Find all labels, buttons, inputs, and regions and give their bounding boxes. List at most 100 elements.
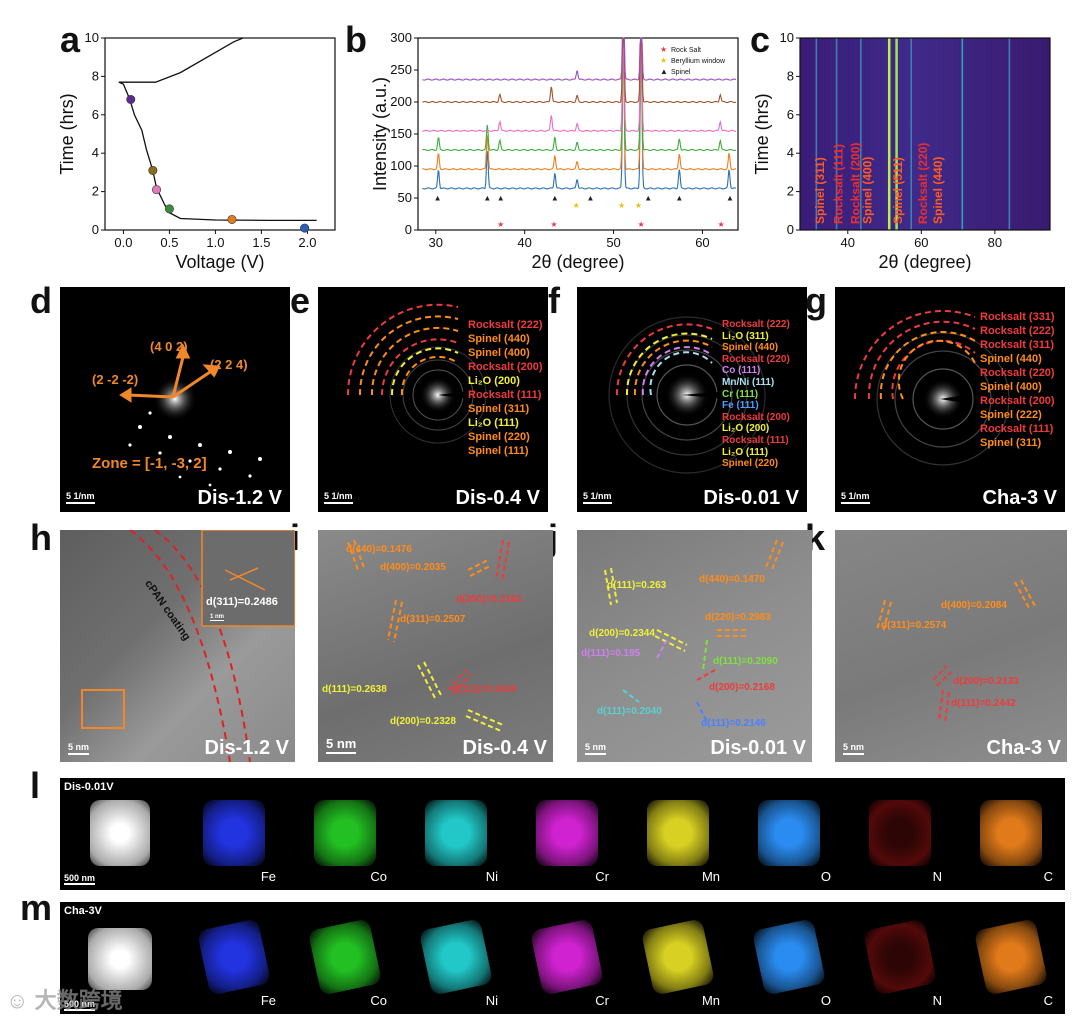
tem-k-annotation: d(311)=0.2574 [881, 620, 947, 631]
chart-c-xlabel: 2θ (degree) [878, 252, 971, 272]
eds-l-element-label: Cr [595, 869, 609, 884]
chart-c: 40 60 80 0 2 4 6 8 10 2θ (degree) Time (hrs) Spinel… [755, 30, 1051, 272]
chart-b-series-line [422, 37, 737, 81]
tem-j-annotation: d(111)=0.2146 [701, 718, 766, 729]
eds-m-particle [751, 918, 827, 996]
eds-l-map-co: Co [288, 778, 399, 890]
eds-m-element-label: N [932, 993, 942, 1008]
eds-l-particle [203, 800, 265, 866]
chart-b-rocksalt-marker: ★ [638, 220, 645, 229]
chart-c-annotation: Spinel (511) [891, 157, 905, 224]
eds-m-map-o: O [732, 902, 843, 1014]
saed-f-caption: Dis-0.01 V [703, 487, 799, 509]
chart-b-spinel-marker: ▲ [644, 194, 652, 203]
eds-m-particle [862, 918, 938, 996]
eds-m-particle [640, 918, 716, 996]
chart-c-heatmap-line [961, 38, 964, 230]
saed-g-ring-label: Rocksalt (311) [980, 339, 1054, 351]
saed-panel-d: (4 0 2) (2 2 4) (2 -2 -2) Zone = [-1, -3… [60, 287, 290, 512]
eds-l-map-c: C [954, 778, 1065, 890]
tem-h-overlay [81, 530, 295, 762]
chart-b-spinel-marker: ▲ [586, 194, 594, 203]
chart-a-xtick-label: 0.5 [160, 235, 178, 250]
eds-m-map-row: Fe Co Ni Cr Mn O N C [177, 902, 1065, 1014]
chart-c-heatmap-line [815, 38, 818, 230]
eds-l-map-n: N [843, 778, 954, 890]
chart-b-ytick-label: 100 [390, 158, 412, 173]
chart-b-rocksalt-marker: ★ [550, 220, 557, 229]
saed-g-ring-label: Spinel (222) [980, 409, 1042, 421]
saed-g-ring-label: Spinel (440) [980, 353, 1042, 365]
chart-a-xtick-label: 0.0 [114, 235, 132, 250]
chart-b-beryllium-marker: ★ [618, 201, 625, 210]
eds-l-map-mn: Mn [621, 778, 732, 890]
tem-i-annotation: d(400)=0.2035 [380, 562, 446, 573]
saed-f-ring-label: Rocksalt (111) [722, 435, 789, 446]
eds-l-element-label: Co [370, 869, 387, 884]
chart-a-marker [227, 214, 237, 224]
saed-d-scale-bar: 5 1/nm [66, 491, 95, 504]
tem-i-fringes [347, 539, 510, 732]
chart-b: 30 40 50 60 0 50 100 150 200 250 300 2θ (degree) Int… [370, 30, 739, 272]
tem-panel-j: d(111)=0.263 d(440)=0.1470 d(220)=0.2983… [577, 530, 812, 762]
eds-l-particle [647, 800, 709, 866]
panel-label-j: j [548, 517, 559, 558]
saed-g-ring-label: Rocksalt (220) [980, 367, 1055, 379]
eds-l-particle [425, 800, 487, 866]
saed-e-ring-label: Spinel (400) [468, 347, 530, 359]
chart-c-ytick-label: 10 [780, 30, 794, 45]
chart-a-marker [164, 204, 174, 214]
eds-l-particle [536, 800, 598, 866]
tem-panel-h: cPAN coating d(311)=0.2486 1 nm 5 nm Dis… [60, 530, 295, 762]
chart-a-ytick-label: 6 [92, 107, 99, 122]
chart-c-heatmap-line [887, 38, 891, 230]
eds-row-l: Dis-0.01V 500 nm Fe Co Ni Cr Mn O N C [60, 778, 1065, 890]
saed-e-ring-label: Rocksalt (111) [468, 389, 542, 401]
eds-l-particle [314, 800, 376, 866]
saed-f-ring-label: Co (111) [722, 365, 761, 377]
tem-k-annotation: d(111)=0.2442 [951, 698, 1016, 709]
tem-k-annotation: d(200)=0.2133 [953, 676, 1019, 687]
chart-a-ytick-label: 2 [92, 184, 99, 199]
saed-f-scale-bar: 5 1/nm [583, 491, 612, 504]
saed-e-ring-label: Spinel (311) [468, 403, 530, 415]
panel-label-b: b [345, 19, 367, 60]
chart-a-xtick-label: 1.0 [206, 235, 224, 250]
chart-b-xtick-label: 50 [606, 235, 620, 250]
tem-h-scale-bar: 5 nm [68, 742, 90, 755]
chart-c-annotation: Spinel (311) [813, 157, 827, 224]
panel-label-d: d [30, 280, 52, 321]
chart-c-annotation: Rocksalt (111) [831, 144, 845, 224]
panel-label-m: m [20, 887, 53, 928]
chart-a: 0.0 0.5 1.0 1.5 2.0 0 2 4 6 8 10 Voltage (V) Time (h… [60, 30, 336, 272]
panel-label-i: i [290, 517, 301, 558]
chart-a-marker [300, 223, 310, 233]
tem-j-fringes [604, 539, 784, 723]
chart-b-xlabel: 2θ (degree) [531, 252, 624, 272]
chart-c-xtick-label: 60 [914, 235, 928, 250]
saed-e-ring-label: Spinel (440) [468, 333, 530, 345]
watermark: ☺ 大数跨境 [6, 983, 123, 1015]
chart-b-beryllium-marker: ★ [573, 201, 580, 210]
chart-a-ylabel: Time (hrs) [60, 93, 77, 174]
chart-b-ytick-label: 300 [390, 30, 412, 45]
eds-m-map-co: Co [288, 902, 399, 1014]
eds-l-title: Dis-0.01V [64, 781, 114, 793]
eds-m-element-label: Mn [701, 993, 720, 1008]
saed-f-ring-label: Rocksalt (222) [722, 319, 790, 330]
saed-e-ring-label: Li₂O (200) [468, 375, 520, 387]
eds-m-haadf: Cha-3V 500 nm [60, 902, 177, 1014]
tem-panel-k: d(400)=0.2084 d(311)=0.2574 d(200)=0.213… [835, 530, 1067, 762]
saed-e-ring-label: Li₂O (111) [468, 417, 519, 429]
eds-l-map-row: Fe Co Ni Cr Mn O N C [177, 778, 1065, 890]
eds-l-element-label: Fe [260, 869, 276, 884]
saed-g-ring-label: Rocksalt (111) [980, 423, 1054, 435]
saed-f-ring-label: Li₂O (311) [722, 330, 769, 342]
eds-m-particle [196, 918, 272, 996]
saed-g-scale-bar: 5 1/nm [841, 491, 870, 504]
chart-c-frame [799, 37, 1051, 231]
eds-l-scale-bar: 500 nm [64, 873, 96, 885]
saed-panel-g: Rocksalt (331) Rocksalt (222) Rocksalt (31… [835, 287, 1065, 512]
chart-b-spinel-marker: ▲ [483, 194, 491, 203]
eds-m-particle [973, 918, 1049, 996]
